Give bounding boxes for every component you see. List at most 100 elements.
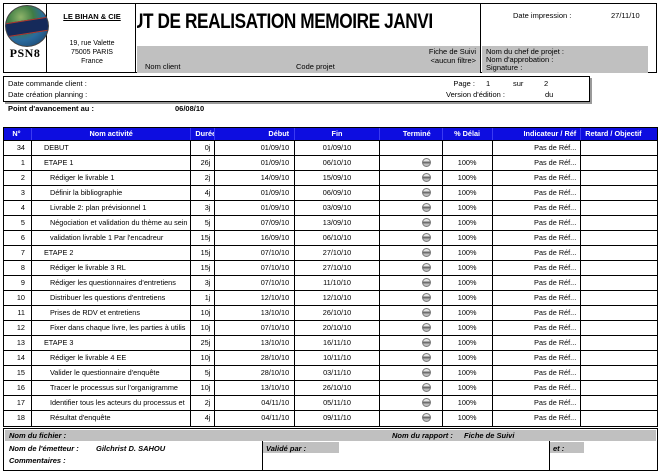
cell-debut: 01/09/10: [215, 156, 296, 170]
in-progress-icon: [421, 382, 431, 392]
cell-ref: Pas de Réf...: [493, 306, 582, 320]
version-du: du: [545, 90, 554, 99]
cell-fin: 06/09/10: [295, 186, 380, 200]
table-row: 16 Tracer le processus sur l'organigramme…: [4, 381, 657, 396]
cell-retard: [581, 321, 657, 335]
cell-debut: 07/10/10: [215, 276, 296, 290]
cell-retard: [581, 246, 657, 260]
cell-name: Rédiger le livrable 3 RL: [32, 261, 192, 275]
cell-name: Livrable 2: plan prévisionnel 1: [32, 201, 192, 215]
cell-num: 34: [4, 141, 32, 155]
column-header-fin: Fin: [295, 128, 380, 140]
cell-name: validation livrable 1 Par l'encadreur: [32, 231, 192, 245]
in-progress-icon: [421, 172, 431, 182]
table-row: 7 ETAPE 2 15j 07/10/10 27/10/10 100% Pas de Ré…: [4, 246, 657, 261]
cell-num: 18: [4, 411, 32, 426]
cell-fin: 11/10/10: [295, 276, 380, 290]
cell-termine: [380, 171, 443, 185]
cell-termine: [380, 321, 443, 335]
cell-debut: 13/10/10: [215, 306, 296, 320]
column-header-num: N°: [4, 128, 32, 140]
column-header-duree: Durée: [191, 128, 216, 140]
company-address-line: France: [81, 58, 103, 65]
cell-delai: 100%: [443, 261, 493, 275]
cell-retard: [581, 291, 657, 305]
table-row: 2 Rédiger le livrable 1 2j 14/09/10 15/09/10…: [4, 171, 657, 186]
table-row: 14 Rédiger le livrable 4 EE 10j 28/10/10 10/…: [4, 351, 657, 366]
cell-termine: [380, 186, 443, 200]
cell-num: 2: [4, 171, 32, 185]
cell-fin: 03/09/10: [295, 201, 380, 215]
date-commande-label: Date commande client :: [8, 79, 87, 88]
page-title: UT DE REALISATION MEMOIRE JANVI: [137, 10, 433, 33]
cell-ref: Pas de Réf...: [493, 186, 582, 200]
column-header-ref: Indicateur / Réf: [493, 128, 582, 140]
cell-name: Définir la bibliographie: [32, 186, 192, 200]
cell-delai: 100%: [443, 411, 493, 426]
cell-duree: 2j: [191, 171, 216, 185]
in-progress-icon: [421, 412, 431, 422]
cell-num: 13: [4, 336, 32, 350]
cell-num: 1: [4, 156, 32, 170]
cell-num: 7: [4, 246, 32, 260]
cell-fin: 12/10/10: [295, 291, 380, 305]
cell-duree: 1j: [191, 291, 216, 305]
cell-retard: [581, 411, 657, 426]
info-box: [3, 76, 590, 102]
cell-debut: 28/10/10: [215, 366, 296, 380]
cell-retard: [581, 141, 657, 155]
date-creation-label: Date création planning :: [8, 90, 88, 99]
table-row: 5 Négociation et validation du thème au s…: [4, 216, 657, 231]
footer-divider-1: [262, 441, 263, 470]
cell-duree: 10j: [191, 321, 216, 335]
table-row: 18 Résultat d'enquête 4j 04/11/10 09/11/10 10…: [4, 411, 657, 426]
table-row: 9 Rédiger les questionnaires d'entretiens…: [4, 276, 657, 291]
cell-name: Résultat d'enquête: [32, 411, 192, 426]
cell-termine: [380, 351, 443, 365]
cell-retard: [581, 351, 657, 365]
version-label: Version d'édition :: [446, 90, 505, 99]
psn8-logo-text: PSN8: [9, 46, 41, 60]
cell-fin: 16/11/10: [295, 336, 380, 350]
cell-fin: 05/11/10: [295, 396, 380, 410]
chef-projet-label: Nom du chef de projet :: [486, 47, 564, 56]
client-band: [137, 46, 480, 73]
in-progress-icon: [421, 262, 431, 272]
sur-label: sur: [513, 79, 524, 88]
in-progress-icon: [421, 217, 431, 227]
code-projet-label: Code projet: [296, 62, 335, 71]
date-impression-value: 27/11/10: [611, 11, 640, 20]
in-progress-icon: [421, 202, 431, 212]
table-body: 34 DEBUT 0j 01/09/10 01/09/10 Pas de Réf... 1 E…: [4, 141, 657, 426]
cell-termine: [380, 381, 443, 395]
fichier-label: Nom du fichier :: [9, 431, 67, 440]
cell-num: 10: [4, 291, 32, 305]
cell-num: 14: [4, 351, 32, 365]
in-progress-icon: [421, 307, 431, 317]
cell-delai: 100%: [443, 336, 493, 350]
cell-retard: [581, 306, 657, 320]
cell-retard: [581, 186, 657, 200]
in-progress-icon: [421, 157, 431, 167]
company-address-line: 19, rue Valette: [69, 40, 115, 47]
in-progress-icon: [421, 277, 431, 287]
in-progress-icon: [421, 352, 431, 362]
cell-duree: 25j: [191, 336, 216, 350]
cell-retard: [581, 381, 657, 395]
cell-retard: [581, 336, 657, 350]
cell-num: 6: [4, 231, 32, 245]
cell-termine: [380, 261, 443, 275]
table-row: 1 ETAPE 1 26j 01/09/10 06/10/10 100% Pas de Ré…: [4, 156, 657, 171]
cell-termine: [380, 201, 443, 215]
in-progress-icon: [421, 322, 431, 332]
cell-name: Rédiger le livrable 1: [32, 171, 192, 185]
cell-duree: 10j: [191, 381, 216, 395]
cell-duree: 15j: [191, 261, 216, 275]
cell-num: 8: [4, 261, 32, 275]
column-header-name: Nom activité: [32, 128, 192, 140]
in-progress-icon: [421, 367, 431, 377]
cell-ref: Pas de Réf...: [493, 231, 582, 245]
cell-ref: Pas de Réf...: [493, 141, 582, 155]
cell-fin: 26/10/10: [295, 381, 380, 395]
cell-ref: Pas de Réf...: [493, 351, 582, 365]
